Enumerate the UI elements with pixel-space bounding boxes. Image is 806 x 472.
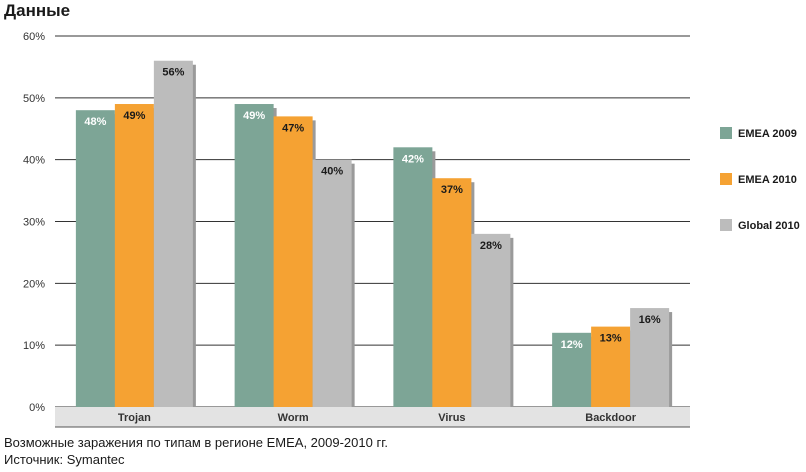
caption-description: Возможные заражения по типам в регионе E… [4,435,388,450]
data-label: 49% [123,110,145,122]
axis-band [55,407,690,427]
chart-caption: Возможные заражения по типам в регионе E… [4,434,388,468]
chart-title: Данные [4,1,71,20]
y-tick-label: 10% [23,340,45,352]
legend-label: EMEA 2009 [738,128,797,140]
legend-label: EMEA 2010 [738,174,797,186]
x-tick-label: Virus [438,412,465,424]
data-label: 48% [84,116,106,128]
data-label: 47% [282,122,304,134]
y-tick-label: 20% [23,278,45,290]
bar [312,159,352,407]
legend-label: Global 2010 [738,220,800,232]
bar [114,104,154,408]
bar [75,110,115,407]
bar [393,147,433,408]
bar [273,116,313,407]
legend-swatch [720,127,732,139]
bars [75,60,673,408]
data-label: 56% [162,67,184,79]
data-labels: 48% 49% 56% 49% 47% 40% 42% 37% 28% 12% 13% 16% [84,67,660,351]
data-label: 49% [243,110,265,122]
data-label: 37% [441,184,463,196]
legend-swatch [720,173,732,185]
data-label: 16% [639,314,661,326]
y-tick-label: 50% [23,93,45,105]
data-label: 13% [600,333,622,345]
data-label: 12% [561,339,583,351]
bar [552,332,592,407]
x-tick-label: Worm [278,412,309,424]
legend: EMEA 2009 EMEA 2010 Global 2010 [720,127,800,232]
data-label: 40% [321,166,343,178]
bar [630,308,670,407]
y-tick-label: 60% [23,31,45,43]
y-tick-label: 30% [23,217,45,229]
bar [234,104,274,408]
bar [471,233,511,407]
x-tick-label: Trojan [118,412,151,424]
data-label: 42% [402,153,424,165]
bar [153,60,193,407]
bar [591,326,631,407]
caption-source: Источник: Symantec [4,452,125,467]
legend-swatch [720,219,732,231]
bar [432,178,472,407]
data-label: 28% [480,240,502,252]
x-tick-label: Backdoor [585,412,636,424]
y-tick-label: 0% [29,402,45,414]
y-tick-label: 40% [23,155,45,167]
category-axis-band: Trojan Worm Virus Backdoor [55,407,690,428]
